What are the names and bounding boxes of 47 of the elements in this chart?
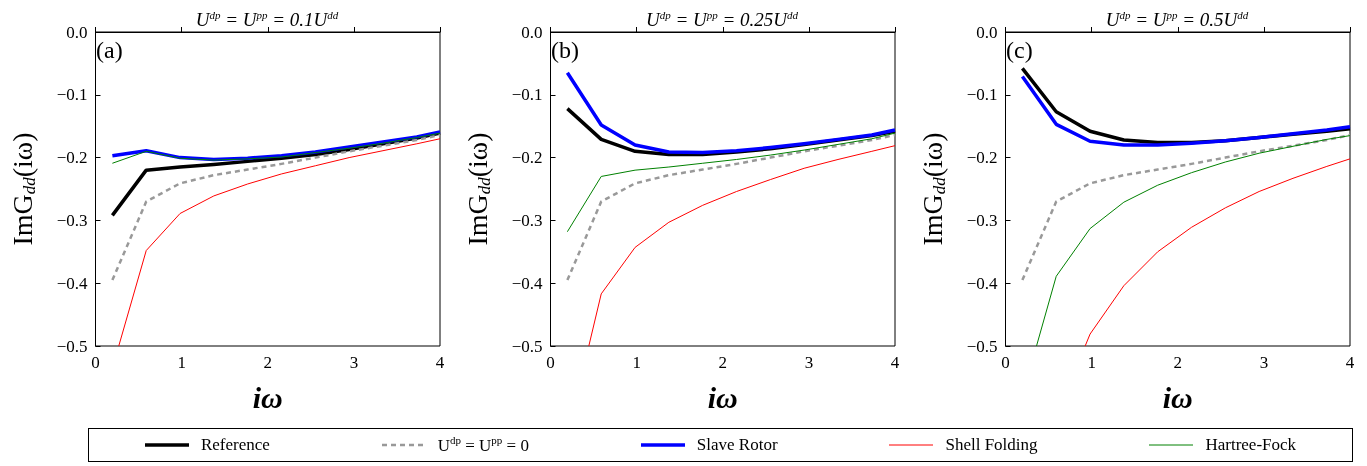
x-tick-label: 0 [91,353,100,372]
y-tick-label: −0.5 [56,336,88,356]
legend-label: Hartree-Fock [1205,435,1297,455]
y-tick-label: −0.4 [966,273,998,293]
y-tick-label: −0.5 [511,336,543,356]
y-tick-label: −0.2 [966,148,998,168]
y-axis-title: ImGdd(iω) [461,132,494,246]
legend-label: Slave Rotor [696,435,778,455]
annotation: (c) [1006,37,1033,63]
y-tick-label: 0.0 [521,22,543,42]
x-tick-label: 0 [546,353,555,372]
x-tick-label: 3 [804,353,814,372]
y-tick-label: 0.0 [66,22,88,42]
x-tick-label: 1 [177,353,186,372]
y-axis-title: ImGdd(iω) [6,132,39,246]
x-tick-label: 1 [1087,353,1096,372]
x-tick-label: 0 [1001,353,1010,372]
x-tick-label: 4 [1345,353,1355,372]
y-tick-label: −0.5 [966,336,998,356]
x-tick-label: 2 [718,353,727,372]
legend-label: Shell Folding [945,435,1038,455]
y-tick-label: −0.4 [56,273,88,293]
y-tick-label: −0.2 [56,148,88,168]
annotation: (b) [551,37,579,63]
x-tick-label: 2 [263,353,272,372]
x-tick-label: 4 [435,353,445,372]
legend-label: Reference [200,435,270,455]
x-tick-label: 3 [349,353,359,372]
y-tick-label: −0.3 [966,210,998,230]
x-tick-label: 2 [1173,353,1182,372]
y-axis-title: ImGdd(iω) [916,132,949,246]
x-tick-label: 3 [1259,353,1269,372]
x-axis-title: iω [252,380,283,414]
x-axis-title: iω [707,380,738,414]
y-tick-label: 0.0 [976,22,998,42]
y-tick-label: −0.1 [966,85,998,105]
y-tick-label: −0.3 [56,210,88,230]
x-tick-label: 4 [890,353,900,372]
y-tick-label: −0.2 [511,148,543,168]
legend-label: U$^{dp}$ = U$^{pp}$ = 0 [437,434,529,456]
annotation: (a) [96,37,123,63]
x-tick-label: 1 [632,353,641,372]
y-tick-label: −0.1 [511,85,543,105]
y-tick-label: −0.1 [56,85,88,105]
x-axis-title: iω [1162,380,1193,414]
y-tick-label: −0.3 [511,210,543,230]
y-tick-label: −0.4 [511,273,543,293]
